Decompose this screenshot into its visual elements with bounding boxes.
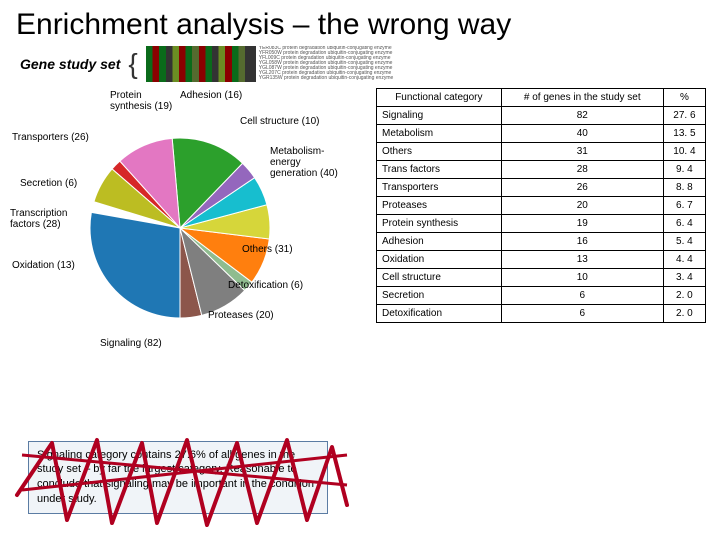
cell-count: 82 xyxy=(501,107,663,125)
cell-pct: 3. 4 xyxy=(663,269,705,287)
cell-category: Signaling xyxy=(377,107,502,125)
cell-pct: 27. 6 xyxy=(663,107,705,125)
cell-pct: 2. 0 xyxy=(663,287,705,305)
cell-pct: 13. 5 xyxy=(663,125,705,143)
cell-count: 20 xyxy=(501,197,663,215)
gene-study-label: Gene study set xyxy=(20,56,120,72)
gene-study-row: Gene study set { YER083C protein degrada… xyxy=(0,46,720,82)
cell-count: 6 xyxy=(501,287,663,305)
pie-label-cellstruct: Cell structure (10) xyxy=(240,116,319,127)
cell-count: 16 xyxy=(501,233,663,251)
cell-category: Oxidation xyxy=(377,251,502,269)
table-row: Oxidation134. 4 xyxy=(377,251,706,269)
enrichment-table: Functional category # of genes in the st… xyxy=(376,88,706,323)
cell-count: 6 xyxy=(501,305,663,323)
heatmap-annotations: YER083C protein degradation ubiquitin-co… xyxy=(256,46,436,82)
cell-pct: 5. 4 xyxy=(663,233,705,251)
cell-pct: 8. 8 xyxy=(663,179,705,197)
pie-label-others: Others (31) xyxy=(242,244,293,255)
th-pct: % xyxy=(663,89,705,107)
table-header-row: Functional category # of genes in the st… xyxy=(377,89,706,107)
cell-category: Cell structure xyxy=(377,269,502,287)
content-row: Protein synthesis (19) Adhesion (16) Cel… xyxy=(0,82,720,393)
cell-category: Secretion xyxy=(377,287,502,305)
cell-count: 19 xyxy=(501,215,663,233)
heatmap: YER083C protein degradation ubiquitin-co… xyxy=(146,46,436,82)
table-row: Metabolism4013. 5 xyxy=(377,125,706,143)
pie-label-signaling: Signaling (82) xyxy=(100,338,162,349)
pie-label-metabolism: Metabolism- energy generation (40) xyxy=(270,146,338,179)
table-row: Transporters268. 8 xyxy=(377,179,706,197)
table-row: Signaling8227. 6 xyxy=(377,107,706,125)
cell-count: 26 xyxy=(501,179,663,197)
table-row: Detoxification62. 0 xyxy=(377,305,706,323)
pie-label-transcription: Transcription factors (28) xyxy=(10,208,67,230)
table-row: Protein synthesis196. 4 xyxy=(377,215,706,233)
cell-count: 13 xyxy=(501,251,663,269)
cell-pct: 4. 4 xyxy=(663,251,705,269)
cell-category: Transporters xyxy=(377,179,502,197)
cell-category: Protein synthesis xyxy=(377,215,502,233)
pie-label-transporters: Transporters (26) xyxy=(12,132,89,143)
cell-count: 31 xyxy=(501,143,663,161)
cell-category: Trans factors xyxy=(377,161,502,179)
pie-label-detox: Detoxification (6) xyxy=(228,280,303,291)
table-row: Secretion62. 0 xyxy=(377,287,706,305)
cell-category: Adhesion xyxy=(377,233,502,251)
th-category: Functional category xyxy=(377,89,502,107)
pie-slice-signaling xyxy=(90,212,180,318)
th-count: # of genes in the study set xyxy=(501,89,663,107)
pie-label-proteases: Proteases (20) xyxy=(208,310,274,321)
pie-label-adhesion: Adhesion (16) xyxy=(180,90,242,101)
cell-pct: 6. 7 xyxy=(663,197,705,215)
bracket-icon: { xyxy=(128,48,137,80)
cell-category: Metabolism xyxy=(377,125,502,143)
cell-category: Proteases xyxy=(377,197,502,215)
cell-pct: 2. 0 xyxy=(663,305,705,323)
cell-pct: 9. 4 xyxy=(663,161,705,179)
table-row: Cell structure103. 4 xyxy=(377,269,706,287)
cell-pct: 10. 4 xyxy=(663,143,705,161)
cell-count: 28 xyxy=(501,161,663,179)
caption-box: Signaling category contains 27.6% of all… xyxy=(28,441,328,514)
enrichment-table-area: Functional category # of genes in the st… xyxy=(376,88,706,393)
table-row: Others3110. 4 xyxy=(377,143,706,161)
pie-chart-area: Protein synthesis (19) Adhesion (16) Cel… xyxy=(10,88,370,393)
slide-title: Enrichment analysis – the wrong way xyxy=(0,0,720,46)
cell-count: 40 xyxy=(501,125,663,143)
pie-label-protein: Protein synthesis (19) xyxy=(110,90,172,112)
table-row: Adhesion165. 4 xyxy=(377,233,706,251)
table-row: Proteases206. 7 xyxy=(377,197,706,215)
heatmap-block xyxy=(146,46,256,82)
pie-label-oxidation: Oxidation (13) xyxy=(12,260,75,271)
cell-pct: 6. 4 xyxy=(663,215,705,233)
cell-category: Others xyxy=(377,143,502,161)
cell-category: Detoxification xyxy=(377,305,502,323)
pie-label-secretion: Secretion (6) xyxy=(20,178,77,189)
cell-count: 10 xyxy=(501,269,663,287)
table-row: Trans factors289. 4 xyxy=(377,161,706,179)
